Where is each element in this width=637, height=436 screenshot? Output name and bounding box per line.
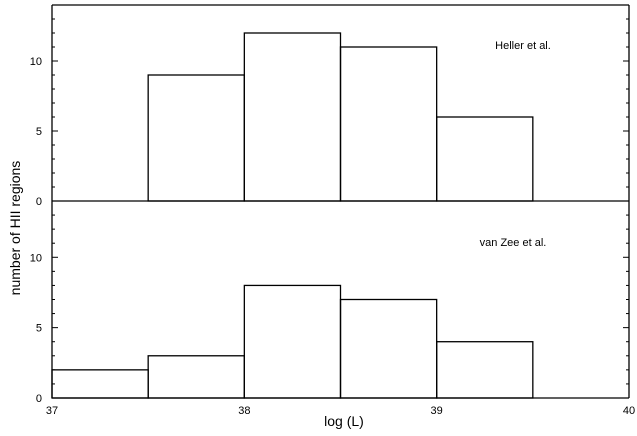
bar-van-zee-4: [436, 341, 534, 399]
bar-van-zee-0: [51, 369, 149, 399]
panel-annotation: Heller et al.: [495, 40, 551, 52]
panel-annotation: van Zee et al.: [480, 237, 547, 249]
bar-van-zee-3: [339, 298, 438, 399]
bar-van-zee-1: [147, 355, 245, 399]
x-tick-label: 40: [623, 405, 635, 417]
y-tick-label: 0: [36, 196, 42, 208]
bar-heller-3: [339, 46, 438, 202]
y-tick-label: 5: [36, 126, 42, 138]
y-tick-label: 10: [30, 56, 42, 68]
bar-heller-2: [243, 32, 342, 202]
panel-van-zee: 0 5 10 37 38 39 40 van Zee et al.: [30, 201, 635, 417]
bar-heller-4: [436, 116, 534, 202]
x-axis-label: log (L): [324, 413, 364, 429]
y-tick-label: 10: [30, 252, 42, 264]
panel-heller: 0 5 10 Heller et al.: [30, 4, 630, 208]
x-tick-label: 37: [46, 405, 58, 417]
x-tick-label: 39: [431, 405, 443, 417]
y-tick-label: 5: [36, 323, 42, 335]
y-tick-label: 0: [36, 393, 42, 405]
bar-heller-1: [147, 74, 245, 202]
y-axis-label: number of HII regions: [7, 161, 23, 296]
bar-van-zee-2: [243, 284, 342, 399]
x-tick-label: 38: [238, 405, 250, 417]
